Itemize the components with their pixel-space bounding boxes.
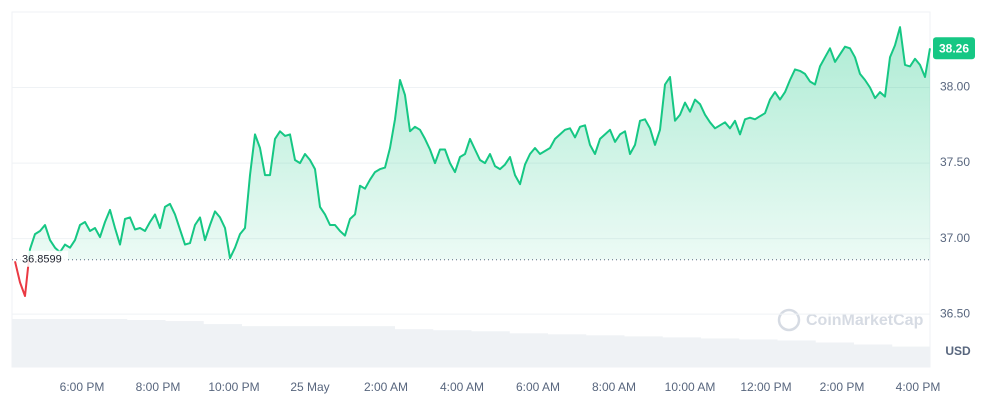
volume-bar <box>241 326 281 367</box>
volume-bar <box>891 346 931 367</box>
baseline-label: 36.8599 <box>22 254 62 266</box>
volume-bar <box>509 333 548 367</box>
volume-bar <box>700 338 740 367</box>
baseline-label-bg <box>18 250 68 267</box>
price-tag <box>933 37 975 60</box>
volume-bar <box>12 319 51 367</box>
x-tick-label: 25 May <box>290 380 329 394</box>
volume-bar <box>279 326 319 367</box>
volume-bar <box>777 340 816 367</box>
x-tick-label: 12:00 PM <box>740 380 791 394</box>
watermark-text: CoinMarketCap <box>806 312 924 329</box>
volume-bar <box>585 335 625 367</box>
y-tick-label: 38.00 <box>940 80 970 94</box>
volume-bar <box>50 319 89 367</box>
volume-bar <box>662 337 701 367</box>
volume-bar <box>815 342 854 367</box>
y-tick-label: 37.00 <box>940 231 970 245</box>
volume-bar <box>471 331 510 367</box>
price-area <box>28 27 930 260</box>
x-tick-label: 2:00 AM <box>364 380 408 394</box>
volume-bar <box>126 320 166 367</box>
volume-bar <box>432 330 472 367</box>
x-tick-label: 10:00 AM <box>665 380 716 394</box>
x-tick-label: 6:00 AM <box>516 380 560 394</box>
x-tick-label: 2:00 PM <box>820 380 865 394</box>
x-tick-label: 6:00 PM <box>60 380 105 394</box>
x-tick-label: 4:00 AM <box>440 380 484 394</box>
volume-bar <box>203 324 242 367</box>
watermark: CoinMarketCap <box>777 308 924 332</box>
y-tick-label: 36.50 <box>940 306 970 320</box>
volume-bar <box>356 326 395 367</box>
volume-bar <box>394 329 434 367</box>
volume-bar <box>738 339 778 367</box>
x-tick-label: 8:00 PM <box>136 380 181 394</box>
volume-bar <box>853 344 893 367</box>
currency-label: USD <box>945 344 971 358</box>
y-tick-label: 37.50 <box>940 155 970 169</box>
x-tick-label: 4:00 PM <box>896 380 941 394</box>
x-tick-label: 10:00 PM <box>208 380 259 394</box>
price-line <box>14 26 931 297</box>
x-tick-label: 8:00 AM <box>592 380 636 394</box>
volume-bar <box>165 321 204 367</box>
price-tag-label: 38.26 <box>939 41 969 55</box>
volume-bar <box>88 319 128 367</box>
volume-bar <box>624 336 663 367</box>
volume-bar <box>318 326 357 367</box>
volume-bar <box>547 334 587 367</box>
